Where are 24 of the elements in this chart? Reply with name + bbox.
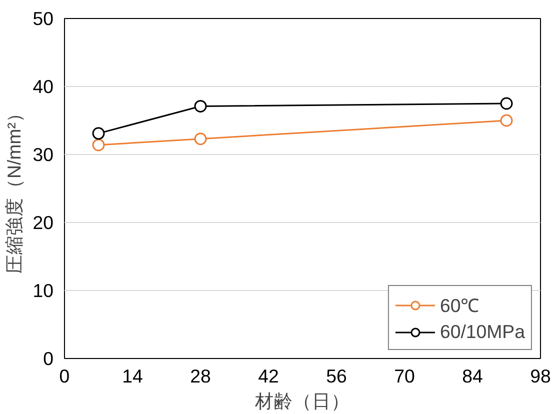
point: [92, 138, 105, 152]
point: [500, 114, 513, 127]
y-tick-label: 20: [32, 212, 54, 233]
legend-label: 60℃: [440, 294, 480, 317]
point: [194, 100, 207, 112]
y-axis-title: 圧縮強度（N/mm²）: [4, 104, 25, 274]
x-tick-label: 98: [530, 366, 551, 386]
x-tick-label: 42: [258, 366, 279, 386]
x-tick-label: 56: [326, 366, 347, 386]
y-tick-label: 10: [32, 280, 54, 301]
y-tick-label: 40: [32, 76, 54, 97]
x-tick-label: 70: [394, 366, 415, 386]
point: [500, 97, 513, 110]
legend-label: 60/10MPa: [440, 321, 525, 343]
y-tick-label: 50: [32, 8, 54, 29]
y-tick-label: 30: [32, 144, 54, 165]
point: [194, 132, 207, 146]
x-tick-label: 14: [122, 366, 143, 386]
point: [92, 127, 105, 140]
x-tick-label: 84: [462, 366, 483, 386]
x-axis-title: 材齢（日）: [254, 390, 350, 412]
x-tick-label: 28: [190, 366, 211, 386]
y-tick-label: 0: [43, 348, 54, 369]
x-tick-label: 0: [59, 366, 70, 386]
